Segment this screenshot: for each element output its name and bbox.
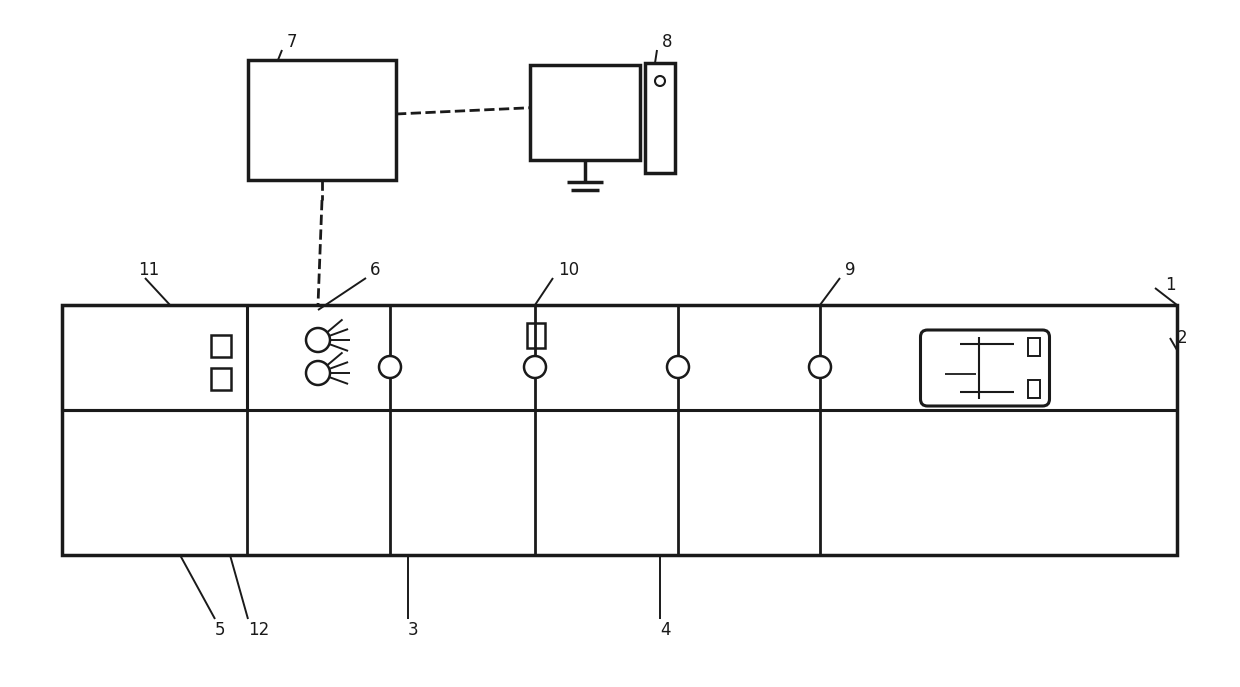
Circle shape <box>379 356 401 378</box>
Text: 7: 7 <box>286 33 298 51</box>
Bar <box>645 63 675 173</box>
Circle shape <box>655 76 665 86</box>
Bar <box>529 65 640 160</box>
Bar <box>248 60 396 180</box>
Circle shape <box>306 328 330 352</box>
Text: 8: 8 <box>662 33 672 51</box>
Text: 6: 6 <box>370 261 381 279</box>
Text: 2: 2 <box>1177 329 1188 347</box>
Circle shape <box>667 356 689 378</box>
Bar <box>211 368 231 390</box>
Circle shape <box>306 361 330 385</box>
FancyBboxPatch shape <box>920 330 1049 406</box>
Bar <box>62 305 247 410</box>
Bar <box>211 335 231 357</box>
Text: 9: 9 <box>844 261 856 279</box>
Text: 1: 1 <box>1166 276 1176 294</box>
Bar <box>527 323 546 348</box>
Text: 4: 4 <box>660 621 671 639</box>
Text: 12: 12 <box>248 621 269 639</box>
Text: 10: 10 <box>558 261 579 279</box>
Bar <box>1028 380 1040 398</box>
Text: 5: 5 <box>215 621 226 639</box>
Bar <box>1028 338 1040 357</box>
Bar <box>62 305 1177 555</box>
Text: 3: 3 <box>408 621 419 639</box>
Text: 11: 11 <box>138 261 159 279</box>
Circle shape <box>808 356 831 378</box>
Circle shape <box>525 356 546 378</box>
